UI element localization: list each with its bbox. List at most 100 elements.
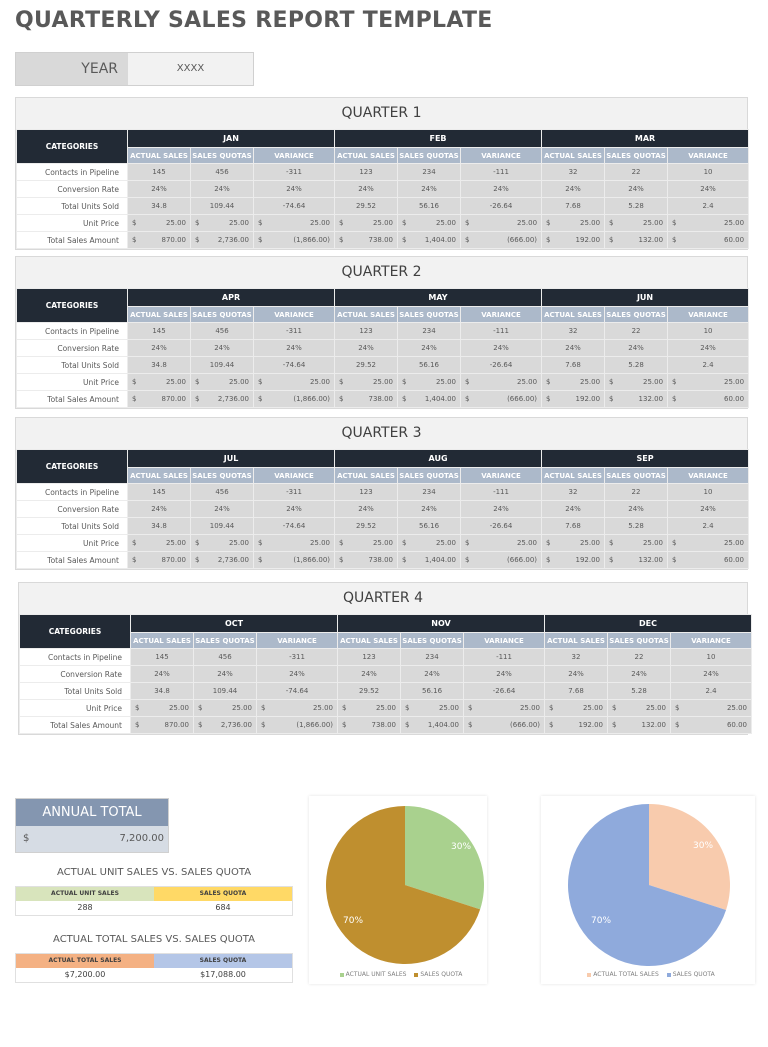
table-cell[interactable]: $25.00 [541, 534, 606, 552]
table-cell[interactable]: 32 [541, 163, 606, 181]
table-cell[interactable]: $25.00 [670, 699, 753, 717]
table-cell[interactable]: $ (1,866.00) [253, 390, 335, 408]
table-cell[interactable]: 123 [337, 648, 402, 666]
table-cell[interactable]: $25.00 [190, 214, 254, 232]
table-cell[interactable]: -74.64 [255, 682, 339, 700]
table-cell[interactable]: 24% [670, 665, 753, 683]
table-cell[interactable]: $25.00 [667, 373, 750, 391]
table-cell[interactable]: $870.00 [127, 551, 191, 569]
table-cell[interactable]: 234 [397, 322, 461, 340]
table-cell[interactable]: $25.00 [459, 214, 543, 232]
table-cell[interactable]: 10 [667, 163, 750, 181]
table-cell[interactable]: $25.00 [604, 534, 669, 552]
table-cell[interactable]: 24% [334, 180, 398, 198]
table-cell[interactable]: 56.16 [400, 682, 465, 700]
table-cell[interactable]: $60.00 [670, 716, 753, 734]
table-cell[interactable]: -311 [255, 648, 339, 666]
table-cell[interactable]: $1,404.00 [397, 231, 461, 249]
table-cell[interactable]: 2.4 [667, 197, 750, 215]
table-cell[interactable]: 24% [334, 500, 399, 518]
table-cell[interactable]: $192.00 [541, 390, 606, 408]
table-cell[interactable]: $192.00 [541, 551, 606, 569]
table-cell[interactable]: 10 [667, 483, 750, 501]
table-cell[interactable]: 24% [127, 339, 191, 357]
table-cell[interactable]: 24% [541, 180, 606, 198]
table-cell[interactable]: $738.00 [334, 390, 398, 408]
table-cell[interactable]: $738.00 [334, 231, 398, 249]
table-cell[interactable]: -74.64 [252, 517, 336, 535]
table-cell[interactable]: 32 [541, 483, 606, 501]
table-cell[interactable]: $25.00 [334, 534, 399, 552]
table-cell[interactable]: 145 [127, 163, 191, 181]
table-cell[interactable]: 22 [604, 163, 669, 181]
table-cell[interactable]: $870.00 [130, 716, 194, 734]
table-cell[interactable]: $25.00 [337, 699, 402, 717]
table-cell[interactable]: 24% [127, 180, 191, 198]
table-cell[interactable]: $2,736.00 [190, 231, 254, 249]
table-cell[interactable]: $738.00 [337, 716, 402, 734]
table-cell[interactable]: 24% [541, 339, 606, 357]
table-cell[interactable]: 24% [667, 180, 750, 198]
table-cell[interactable]: 5.28 [604, 356, 669, 374]
table-cell[interactable]: 109.44 [193, 682, 257, 700]
table-cell[interactable]: 24% [541, 500, 606, 518]
table-cell[interactable]: $25.00 [397, 373, 461, 391]
table-cell[interactable]: $25.00 [130, 699, 194, 717]
table-cell[interactable]: $132.00 [604, 390, 669, 408]
table-cell[interactable]: 34.8 [127, 517, 191, 535]
table-cell[interactable]: 24% [190, 500, 254, 518]
table-cell[interactable]: 234 [397, 483, 462, 501]
table-cell[interactable]: $25.00 [463, 699, 546, 717]
table-cell[interactable]: $25.00 [604, 214, 669, 232]
table-cell[interactable]: 24% [190, 180, 254, 198]
table-cell[interactable]: 32 [541, 322, 606, 340]
table-cell[interactable]: $870.00 [127, 390, 191, 408]
table-cell[interactable]: $25.00 [541, 214, 606, 232]
table-cell[interactable]: $132.00 [607, 716, 672, 734]
table-cell[interactable]: 24% [459, 339, 543, 357]
table-cell[interactable]: -111 [460, 483, 543, 501]
table-cell[interactable]: 32 [544, 648, 609, 666]
table-cell[interactable]: 24% [604, 339, 669, 357]
table-cell[interactable]: $25.00 [459, 373, 543, 391]
table-cell[interactable]: $25.00 [190, 534, 254, 552]
table-cell[interactable]: $ (666.00) [463, 716, 546, 734]
total-sales-pie-chart[interactable]: 30% 70% ACTUAL TOTAL SALES SALES QUOTA [541, 796, 755, 984]
table-cell[interactable]: 145 [127, 483, 191, 501]
table-cell[interactable]: $25.00 [127, 373, 191, 391]
table-cell[interactable]: 24% [252, 500, 336, 518]
table-cell[interactable]: $738.00 [334, 551, 399, 569]
table-cell[interactable]: -111 [463, 648, 546, 666]
table-cell[interactable]: $2,736.00 [190, 551, 254, 569]
table-cell[interactable]: 2.4 [667, 356, 750, 374]
table-cell[interactable]: $25.00 [667, 214, 750, 232]
table-cell[interactable]: 234 [400, 648, 465, 666]
table-cell[interactable]: 2.4 [667, 517, 750, 535]
table-cell[interactable]: 5.28 [604, 197, 669, 215]
table-cell[interactable]: -311 [253, 163, 335, 181]
table-cell[interactable]: 24% [607, 665, 672, 683]
table-cell[interactable]: 7.68 [544, 682, 609, 700]
table-cell[interactable]: -311 [252, 483, 336, 501]
table-cell[interactable]: $25.00 [127, 214, 191, 232]
table-cell[interactable]: 5.28 [604, 517, 669, 535]
pie-slice[interactable] [405, 806, 484, 910]
table-cell[interactable]: -111 [459, 163, 543, 181]
table-cell[interactable]: 456 [190, 483, 254, 501]
table-cell[interactable]: $ (666.00) [459, 231, 543, 249]
table-cell[interactable]: 456 [193, 648, 257, 666]
table-cell[interactable]: 24% [604, 500, 669, 518]
table-cell[interactable]: 24% [253, 180, 335, 198]
table-cell[interactable]: 56.16 [397, 197, 461, 215]
table-cell[interactable]: 24% [397, 339, 461, 357]
table-cell[interactable]: 24% [253, 339, 335, 357]
table-cell[interactable]: 456 [190, 322, 254, 340]
table-cell[interactable]: 24% [255, 665, 339, 683]
table-cell[interactable]: $25.00 [334, 373, 398, 391]
table-cell[interactable]: $192.00 [541, 231, 606, 249]
table-cell[interactable]: 24% [127, 500, 191, 518]
table-cell[interactable]: 109.44 [190, 356, 254, 374]
table-cell[interactable]: -74.64 [253, 356, 335, 374]
table-cell[interactable]: 24% [463, 665, 546, 683]
table-cell[interactable]: 56.16 [397, 517, 462, 535]
